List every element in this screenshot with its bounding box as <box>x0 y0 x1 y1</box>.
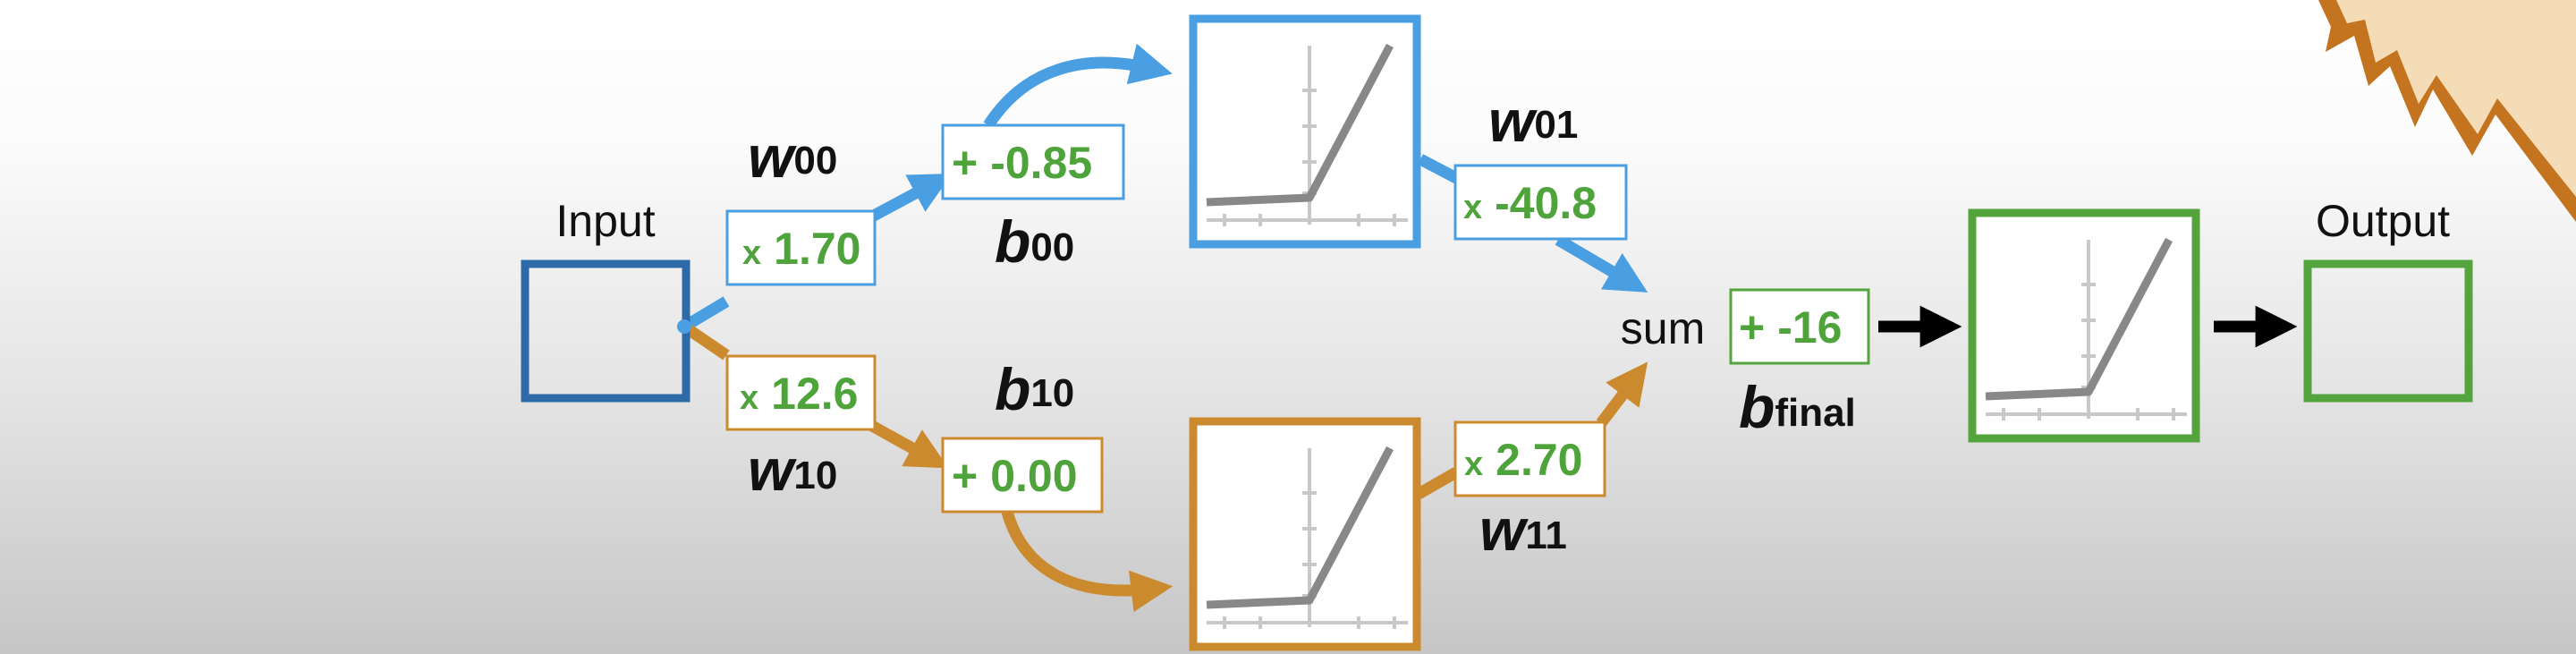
input-node-dot <box>677 319 691 334</box>
svg-text:x-40.8: x -40.8 <box>1463 178 1597 228</box>
bias-b10: b10 +0.00 <box>941 356 1104 514</box>
svg-text:w11: w11 <box>1479 497 1567 563</box>
svg-text:+0.00: +0.00 <box>952 451 1078 501</box>
svg-text:b00: b00 <box>995 208 1074 275</box>
weight-w11: x 2.70 w11 <box>1453 420 1606 563</box>
blue-path <box>681 43 1648 332</box>
input-label: Input <box>555 196 655 246</box>
orange-path <box>681 321 1648 613</box>
svg-text:w01: w01 <box>1488 88 1578 154</box>
weight-w01: w01 x -40.8 <box>1453 88 1628 241</box>
weight-w10: x 12.6 w10 <box>725 354 877 503</box>
bias-b00: + -0.85 b00 <box>941 123 1125 275</box>
svg-text:+-16: + -16 <box>1739 302 1842 352</box>
svg-text:w00: w00 <box>748 123 837 190</box>
svg-text:x1.70: x 1.70 <box>742 224 860 274</box>
relu-node-output <box>1968 208 2200 443</box>
starburst-decoration <box>2318 0 2576 222</box>
weight-w00: w00 x 1.70 <box>725 123 877 286</box>
bias-bfinal: + -16 bfinal <box>1729 288 1870 440</box>
svg-text:b10: b10 <box>995 356 1074 422</box>
sum-label: sum <box>1621 303 1705 353</box>
relu-node-top <box>1189 14 1421 249</box>
svg-text:bfinal: bfinal <box>1739 374 1856 440</box>
svg-text:w10: w10 <box>748 437 837 503</box>
svg-text:x2.70: x 2.70 <box>1464 435 1582 485</box>
input-box <box>521 259 691 403</box>
svg-text:x12.6: x 12.6 <box>740 369 858 419</box>
svg-text:+-0.85: + -0.85 <box>952 138 1092 188</box>
relu-node-bottom <box>1189 417 1421 651</box>
output-box <box>2303 259 2473 403</box>
output-label: Output <box>2316 196 2450 246</box>
